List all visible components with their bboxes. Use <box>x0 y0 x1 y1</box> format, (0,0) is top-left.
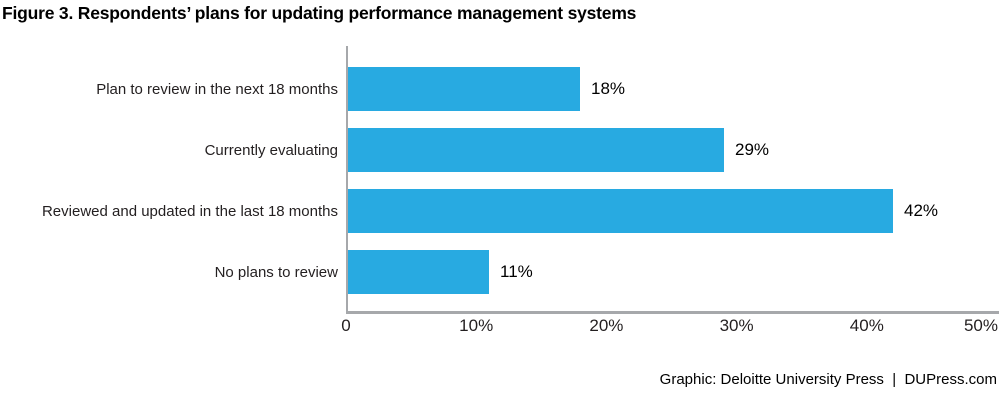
y-axis-line <box>346 46 348 313</box>
x-axis-tick-label: 40% <box>849 316 884 335</box>
x-axis-line <box>346 311 999 314</box>
bar <box>348 67 580 111</box>
bar <box>348 250 489 294</box>
value-label: 11% <box>500 262 533 281</box>
x-axis-tick-label: 20% <box>589 316 624 335</box>
source-credit: Graphic: Deloitte University Press | DUP… <box>659 371 997 388</box>
bar <box>348 189 893 233</box>
x-axis-tick-label: 30% <box>719 316 754 335</box>
x-axis-tick-label: 0 <box>341 316 351 335</box>
category-label: Plan to review in the next 18 months <box>96 80 338 98</box>
x-axis-tick-label: 10% <box>459 316 494 335</box>
value-label: 18% <box>591 79 626 98</box>
bar <box>348 128 724 172</box>
value-label: 29% <box>735 140 770 159</box>
value-label: 42% <box>904 201 939 220</box>
category-label: No plans to review <box>214 263 338 281</box>
chart-title: Figure 3. Respondents’ plans for updatin… <box>2 3 637 23</box>
category-label: Reviewed and updated in the last 18 mont… <box>41 202 338 220</box>
x-axis-tick-label: 50% <box>963 316 998 335</box>
category-label: Currently evaluating <box>204 141 338 159</box>
